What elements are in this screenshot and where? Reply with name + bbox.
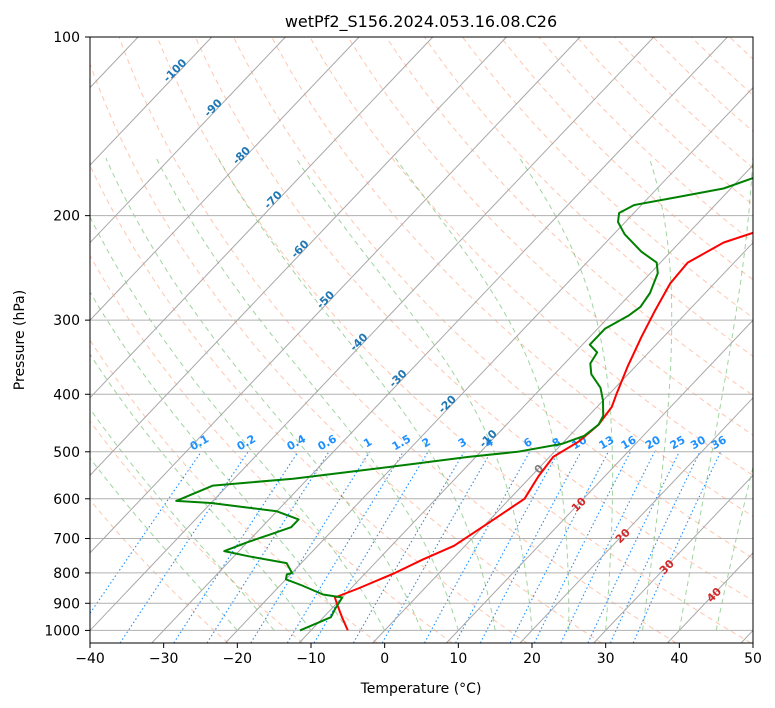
- isotherm-gridline: [90, 37, 655, 632]
- x-axis-label: Temperature (°C): [360, 681, 482, 697]
- mixing-ratio-line: [119, 451, 249, 643]
- mixing-ratio-line: [173, 451, 299, 643]
- dry-adiabat: [233, 37, 753, 559]
- x-tick-label: −20: [223, 651, 253, 667]
- isotherm-gridline: [519, 397, 753, 643]
- x-tick-label: 40: [670, 651, 688, 667]
- mixing-ratio-line: [560, 451, 656, 643]
- plot-background: [90, 37, 753, 643]
- mixing-ratio-line: [206, 451, 330, 643]
- x-tick-label: 0: [380, 651, 389, 667]
- temperature-profile-line: [333, 231, 753, 631]
- moist-adiabat: [90, 290, 349, 631]
- isotherm-gridline: [90, 37, 434, 399]
- x-tick-label: 30: [597, 651, 615, 667]
- isotherm-gridline: [90, 37, 286, 244]
- y-tick-label: 200: [53, 209, 80, 225]
- isotherm-gridline: [593, 474, 753, 643]
- isotherm-gridline: [225, 86, 753, 643]
- isotherm-gridline: [298, 164, 753, 643]
- mixing-ratio-line: [455, 451, 559, 643]
- dry-adiabat: [194, 37, 753, 602]
- isotherm-gridline: [90, 37, 581, 554]
- dewpoint-profile-line: [175, 177, 753, 632]
- dry-adiabat: [347, 37, 753, 436]
- y-tick-label: 300: [53, 313, 80, 329]
- mixing-ratio-line: [424, 451, 531, 643]
- isotherm-gridline: [90, 37, 507, 477]
- dry-adiabat: [385, 37, 753, 396]
- moist-adiabat: [90, 353, 312, 631]
- dry-adiabat: [271, 37, 753, 517]
- tick-layer: −40 −30 −20 −10 0 10 20 30 40 50 100 200 300 400 500 60…: [44, 30, 762, 667]
- y-tick-label: 500: [53, 445, 80, 461]
- y-tick-label: 900: [53, 596, 80, 612]
- y-tick-label: 1000: [44, 623, 80, 639]
- dry-adiabat: [90, 254, 453, 643]
- dry-adiabat: [156, 37, 752, 643]
- x-tick-label: −10: [296, 651, 326, 667]
- y-tick-label: 600: [53, 492, 80, 508]
- isotherm-gridline: [90, 37, 213, 166]
- mixing-ratio-line: [286, 451, 404, 643]
- chart-title: wetPf2_S156.2024.053.16.08.C26: [285, 12, 557, 32]
- series-layer: [175, 177, 753, 632]
- dry-adiabat: [576, 37, 753, 206]
- y-tick-label: 100: [53, 30, 80, 46]
- dry-adiabat: [423, 37, 753, 357]
- mixing-ratio-line: [533, 451, 631, 643]
- y-axis-label: Pressure (hPa): [12, 290, 28, 390]
- moist-adiabat: [519, 157, 614, 631]
- dry-adiabat: [309, 37, 753, 476]
- x-tick-label: −40: [75, 651, 105, 667]
- x-tick-label: 20: [523, 651, 541, 667]
- y-tick-label: 800: [53, 566, 80, 582]
- y-tick-label: 700: [53, 532, 80, 548]
- isotherm-gridline: [90, 37, 360, 321]
- isotherm-gridline: [446, 319, 753, 643]
- moist-adiabat: [642, 157, 673, 631]
- x-tick-label: −30: [149, 651, 179, 667]
- plot-frame: [89, 36, 754, 644]
- dry-adiabat: [614, 37, 753, 169]
- x-tick-label: 10: [449, 651, 467, 667]
- y-tick-label: 400: [53, 387, 80, 403]
- moist-adiabat: [715, 464, 753, 631]
- x-tick-label: 50: [744, 651, 762, 667]
- dry-adiabat: [90, 339, 378, 643]
- isotherm-gridline: [0, 37, 64, 643]
- isotherm-gridline: [372, 241, 753, 643]
- dry-adiabat: [118, 37, 677, 643]
